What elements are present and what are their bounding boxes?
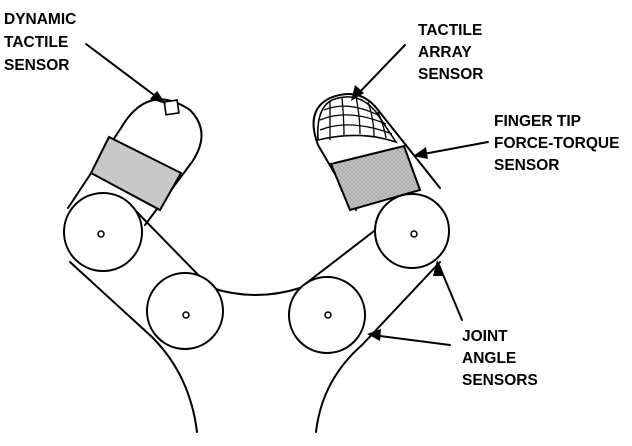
left-lower-link-outer <box>69 261 153 338</box>
label-force-torque: FINGER TIP FORCE-TORQUE SENSOR <box>494 113 624 174</box>
label-tactile-array: TACTILE ARRAY SENSOR <box>418 22 487 83</box>
left-force-sensor <box>89 135 183 212</box>
left-finger-body <box>67 98 203 226</box>
label-dynamic-tactile: DYNAMIC TACTILE SENSOR <box>4 11 81 74</box>
left-lower-joint-wheel <box>146 272 224 350</box>
palm-curve <box>211 287 301 296</box>
dynamic-tactile-sensor-square <box>163 99 180 116</box>
right-upper-joint-axle <box>410 230 418 238</box>
right-finger <box>288 93 450 433</box>
right-palm-outline <box>315 344 363 433</box>
label-joint-angle: JOINT ANGLE SENSORS <box>462 328 538 389</box>
right-finger-body <box>312 93 441 211</box>
right-lower-link-inner <box>299 227 379 289</box>
left-palm-outline <box>151 336 198 433</box>
right-force-sensor <box>329 144 422 212</box>
tactile-array-grid <box>316 96 398 144</box>
left-lower-joint-axle <box>182 311 190 319</box>
tactile-array-mesh <box>319 95 393 140</box>
left-finger <box>63 98 224 433</box>
callout-arrows <box>85 43 489 346</box>
left-upper-joint-axle <box>97 230 105 238</box>
right-lower-joint-axle <box>324 311 332 319</box>
